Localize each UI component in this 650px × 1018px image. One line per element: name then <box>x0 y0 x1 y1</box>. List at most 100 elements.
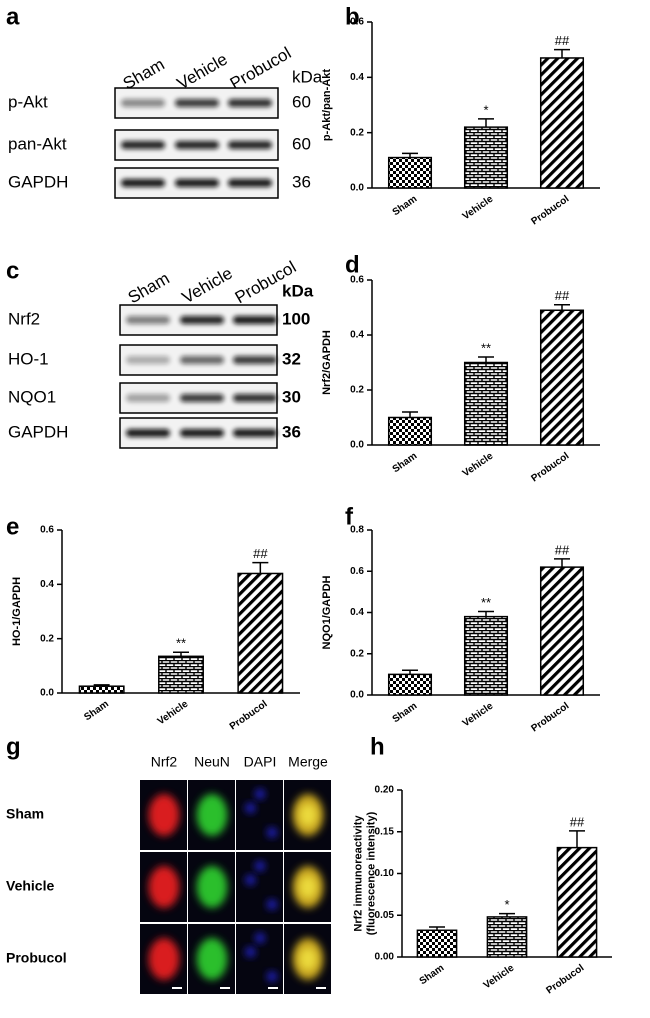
band <box>121 141 165 149</box>
bar <box>539 57 585 189</box>
x-tick-label: Probucol <box>529 700 571 734</box>
y-tick-label: 0.6 <box>40 525 54 536</box>
band <box>126 429 170 437</box>
error-bar <box>402 152 418 158</box>
error-bar <box>478 118 494 128</box>
band <box>126 394 170 402</box>
bar <box>78 685 125 694</box>
error-bar <box>429 926 445 931</box>
panel-label: c <box>6 257 19 284</box>
error-bar <box>252 561 269 574</box>
panel-label: d <box>345 251 360 278</box>
y-axis-label: Nrf2 immunoreactivity <box>352 815 364 932</box>
x-tick-label: Vehicle <box>461 450 496 479</box>
bar <box>387 156 433 189</box>
error-bar <box>93 684 110 687</box>
nucleus <box>255 861 265 871</box>
row-label: HO-1 <box>8 349 49 368</box>
bar <box>463 126 509 189</box>
x-tick-label: Sham <box>391 451 420 476</box>
y-tick-label: 0.0 <box>350 440 364 451</box>
cell <box>148 866 180 908</box>
bar <box>486 916 528 958</box>
x-tick-label: Sham <box>391 701 420 726</box>
panel-label: h <box>370 733 385 760</box>
annotation: ## <box>555 288 570 303</box>
x-tick-label: Sham <box>418 963 447 988</box>
bar <box>463 361 509 446</box>
group-label: Vehicle <box>6 878 54 894</box>
cell-core <box>299 947 317 971</box>
panel-label: g <box>6 733 21 760</box>
error-bar <box>173 651 189 657</box>
band <box>233 356 277 364</box>
lane-label: Vehicle <box>179 263 236 307</box>
row-label: GAPDH <box>8 422 68 441</box>
panel-label: f <box>345 503 354 530</box>
lane-label: Vehicle <box>174 49 231 93</box>
band <box>175 179 219 187</box>
y-axis-label: HO-1/GAPDH <box>11 577 23 646</box>
error-bar <box>569 830 585 848</box>
y-tick-label: 0.6 <box>350 275 364 286</box>
kda-label: 100 <box>282 309 310 328</box>
annotation: ## <box>555 33 570 48</box>
y-tick-label: 0.2 <box>350 127 364 138</box>
band <box>228 179 272 187</box>
kda-label: 60 <box>292 134 311 153</box>
band <box>180 429 224 437</box>
y-tick-label: 0.6 <box>350 17 364 28</box>
lane-label: Sham <box>125 269 173 308</box>
x-tick-label: Vehicle <box>461 193 496 222</box>
band <box>233 316 277 324</box>
error-bar <box>402 411 418 418</box>
panel-label: a <box>6 3 20 30</box>
channel-label: Merge <box>288 754 328 770</box>
group-label: Sham <box>6 806 44 822</box>
panel-label: b <box>345 3 360 30</box>
y-tick-label: 0.2 <box>40 633 54 644</box>
bar <box>237 572 284 694</box>
annotation: ## <box>555 542 570 557</box>
bar <box>387 416 433 446</box>
cell <box>196 866 228 908</box>
bar <box>539 309 585 446</box>
row-label: p-Akt <box>8 92 48 111</box>
band <box>233 429 277 437</box>
y-axis-label: p-Akt/pan-Akt <box>321 69 333 141</box>
x-tick-label: Vehicle <box>461 700 496 729</box>
band <box>175 141 219 149</box>
channel-label: Nrf2 <box>151 754 178 770</box>
error-bar <box>478 610 494 617</box>
y-tick-label: 0.4 <box>40 579 54 590</box>
annotation: * <box>504 897 509 912</box>
bar <box>158 655 204 694</box>
y-tick-label: 0.00 <box>375 952 395 963</box>
band <box>180 394 224 402</box>
annotation: ** <box>481 595 491 610</box>
cell-core <box>299 803 317 827</box>
row-label: GAPDH <box>8 172 68 191</box>
lane-label: Probucol <box>227 43 295 93</box>
row-label: NQO1 <box>8 387 56 406</box>
channel-label: DAPI <box>244 754 277 770</box>
x-tick-label: Sham <box>391 194 420 219</box>
y-tick-label: 0.8 <box>350 525 364 536</box>
kda-label: 30 <box>282 387 301 406</box>
band <box>233 394 277 402</box>
annotation: ** <box>481 340 491 355</box>
y-tick-label: 0.2 <box>350 648 364 659</box>
kda-label: 32 <box>282 349 301 368</box>
nucleus <box>267 971 277 982</box>
kda-label: 60 <box>292 92 311 111</box>
channel-label: NeuN <box>194 754 230 770</box>
y-tick-label: 0.6 <box>350 566 364 577</box>
y-tick-label: 0.0 <box>350 183 364 194</box>
group-label: Probucol <box>6 950 67 966</box>
nucleus <box>245 803 256 813</box>
cell <box>148 794 180 836</box>
nucleus <box>245 875 256 885</box>
y-tick-label: 0.05 <box>375 910 395 921</box>
row-label: pan-Akt <box>8 134 67 153</box>
